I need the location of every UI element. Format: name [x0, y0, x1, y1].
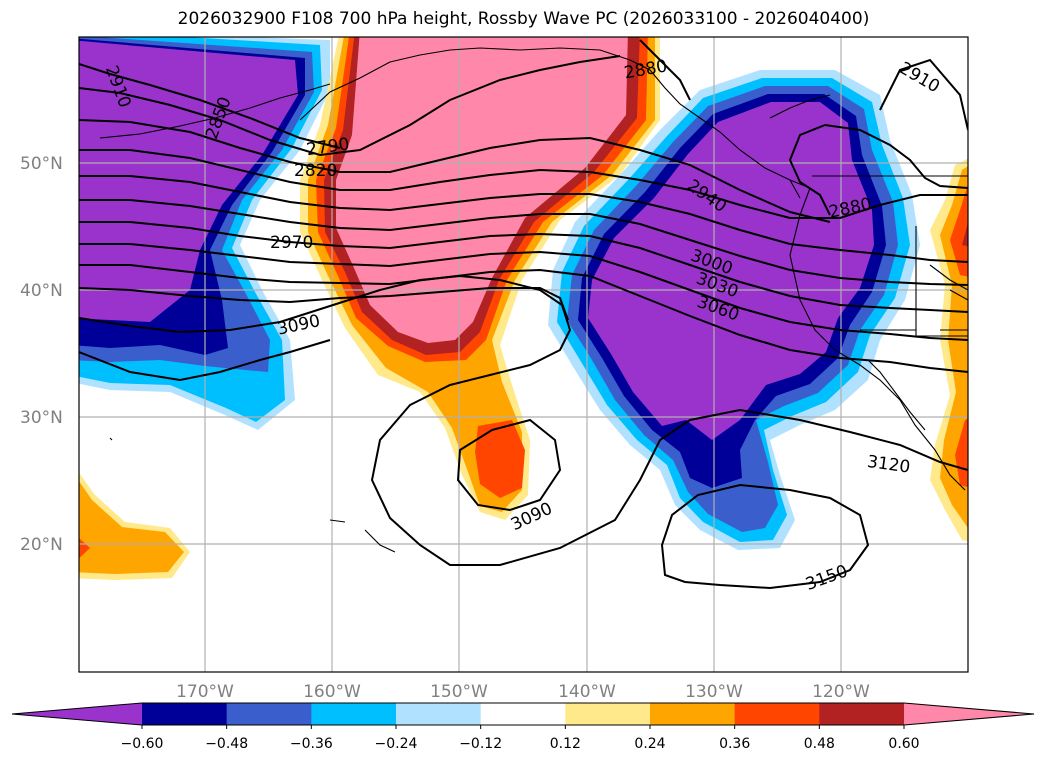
lon-label: 160°W: [303, 682, 361, 702]
colorbar-segment: [565, 703, 651, 725]
shading-layer: [79, 37, 968, 672]
lon-label: 120°W: [812, 682, 870, 702]
colorbar: −0.60 −0.48 −0.36 −0.24 −0.12 0.12 0.24 0.36 0.4…: [11, 702, 1035, 752]
graticule: [79, 37, 968, 672]
colorbar-segment: [734, 703, 820, 725]
map-frame: [78, 36, 969, 673]
lat-label: 30°N: [20, 408, 63, 428]
colorbar-segment: [311, 703, 397, 725]
map-title: 2026032900 F108 700 hPa height, Rossby W…: [177, 9, 870, 29]
height-contours: [79, 39, 968, 590]
colorbar-tick-label: −0.36: [290, 736, 333, 752]
colorbar-extend-max: [904, 703, 1034, 725]
colorbar-segment: [396, 703, 482, 725]
latitude-labels: 50°N 40°N 30°N 20°N: [20, 154, 63, 555]
lat-label: 20°N: [20, 535, 63, 555]
colorbar-tick-label: 0.36: [719, 736, 750, 752]
colorbar-segment: [819, 703, 905, 725]
colorbar-extend-min: [12, 703, 142, 725]
colorbar-segment: [650, 703, 736, 725]
colorbar-tick-label: −0.24: [375, 736, 418, 752]
colorbar-tick-label: −0.12: [459, 736, 502, 752]
colorbar-segment: [142, 703, 228, 725]
colorbar-tick-label: −0.48: [205, 736, 248, 752]
contour-label: 2970: [270, 233, 313, 253]
colorbar-tick-label: 0.24: [634, 736, 665, 752]
lon-label: 130°W: [685, 682, 743, 702]
lon-label: 170°W: [176, 682, 234, 702]
longitude-labels: 170°W 160°W 150°W 140°W 130°W 120°W: [176, 682, 870, 702]
colorbar-tick-label: 0.12: [550, 736, 581, 752]
colorbar-tick-label: −0.60: [121, 736, 164, 752]
lat-label: 50°N: [20, 154, 63, 174]
colorbar-segment: [480, 703, 566, 725]
contour-label: 2820: [294, 161, 337, 181]
lon-label: 150°W: [430, 682, 488, 702]
lat-label: 40°N: [20, 281, 63, 301]
colorbar-segment: [226, 703, 312, 725]
colorbar-tick-label: 0.60: [888, 736, 919, 752]
colorbar-tick-label: 0.48: [804, 736, 835, 752]
coastlines: [99, 47, 968, 553]
lon-label: 140°W: [558, 682, 616, 702]
